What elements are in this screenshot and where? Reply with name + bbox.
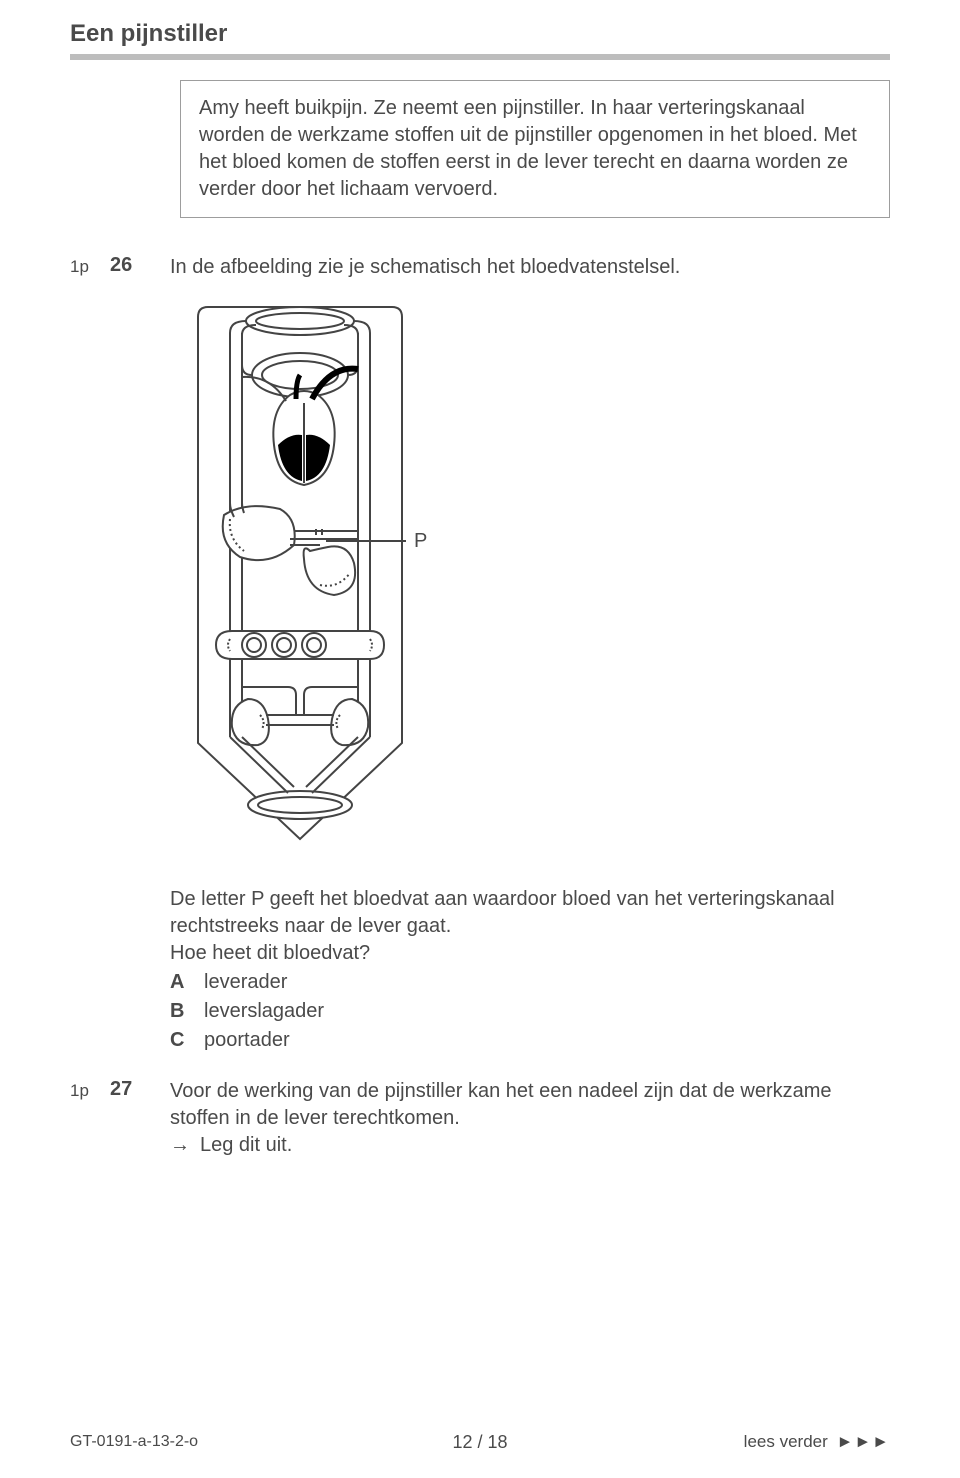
option-letter: C (170, 1027, 204, 1054)
q26-option-c: C poortader (170, 1027, 890, 1054)
option-letter: B (170, 998, 204, 1025)
q27-number: 27 (110, 1078, 170, 1101)
option-letter: A (170, 969, 204, 996)
q27-prompt: Voor de werking van de pijnstiller kan h… (170, 1078, 890, 1132)
q27-points: 1p (70, 1078, 110, 1101)
stomach-icon (304, 546, 356, 595)
footer-center: 12 / 18 (70, 1432, 890, 1453)
kidneys-icon (232, 687, 368, 745)
q26-after-line2: Hoe heet dit bloedvat? (170, 940, 890, 967)
option-text: leverslagader (204, 998, 324, 1025)
q26-number: 26 (110, 254, 170, 277)
q27-body: Voor de werking van de pijnstiller kan h… (170, 1078, 890, 1159)
q27-row: 1p 27 Voor de werking van de pijnstiller… (70, 1078, 890, 1159)
diagram-label-p: P (414, 530, 427, 552)
option-text: leverader (204, 969, 287, 996)
page-footer: GT-0191-a-13-2-o 12 / 18 lees verder ►►► (70, 1432, 890, 1452)
q26-row: 1p 26 In de afbeelding zie je schematisc… (70, 254, 890, 281)
q26-points: 1p (70, 254, 110, 277)
arrow-icon: → (170, 1132, 200, 1159)
intro-text: Amy heeft buikpijn. Ze neemt een pijnsti… (199, 97, 857, 200)
circulatory-diagram: P (170, 295, 500, 855)
intestines-icon (216, 595, 384, 659)
q27-task: Leg dit uit. (200, 1134, 292, 1156)
section-rule (70, 54, 890, 60)
q26-after-line1: De letter P geeft het bloedvat aan waard… (170, 886, 890, 940)
page: Een pijnstiller Amy heeft buikpijn. Ze n… (0, 0, 960, 1478)
q26-after: De letter P geeft het bloedvat aan waard… (170, 886, 890, 1054)
q26-option-b: B leverslagader (170, 998, 890, 1025)
q27-task-row: →Leg dit uit. (170, 1132, 890, 1159)
option-text: poortader (204, 1027, 290, 1054)
section-title: Een pijnstiller (70, 20, 890, 48)
q26-option-a: A leverader (170, 969, 890, 996)
q26-prompt: In de afbeelding zie je schematisch het … (170, 254, 890, 281)
q26-diagram: P (170, 295, 890, 860)
intro-box: Amy heeft buikpijn. Ze neemt een pijnsti… (180, 80, 890, 218)
